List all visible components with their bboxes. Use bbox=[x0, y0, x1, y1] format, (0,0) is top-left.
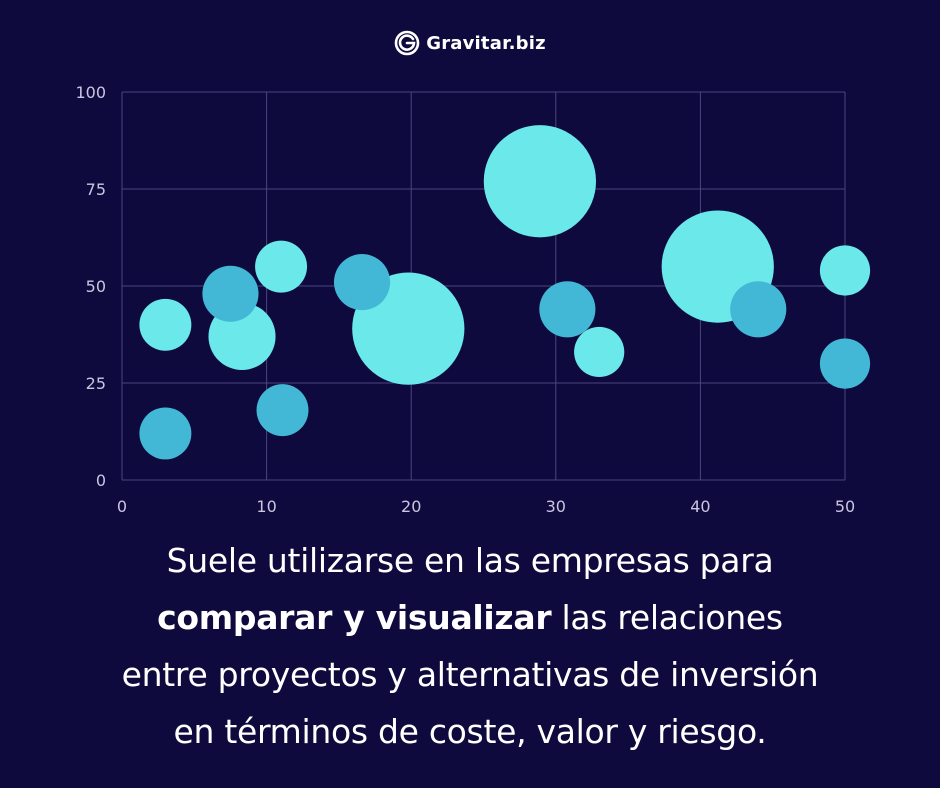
bubble-3 bbox=[202, 265, 259, 322]
chart-axes: 0 10 20 30 40 50 0 25 50 75 100 bbox=[75, 83, 855, 516]
bubble-chart: 0 10 20 30 40 50 0 25 50 75 100 bbox=[75, 83, 871, 516]
bubble-4 bbox=[255, 240, 308, 293]
x-tick-label: 0 bbox=[117, 497, 127, 516]
x-tick-label: 50 bbox=[835, 497, 855, 516]
bubble-9 bbox=[539, 281, 596, 338]
x-tick-label: 40 bbox=[690, 497, 710, 516]
bubble-8 bbox=[483, 125, 597, 238]
caption-line-2: comparar y visualizar las relaciones bbox=[40, 589, 900, 646]
bubble-14 bbox=[819, 338, 871, 389]
bubble-5 bbox=[256, 384, 309, 437]
gravitar-g-logo-icon bbox=[394, 30, 420, 56]
caption-line-2-rest: las relaciones bbox=[551, 598, 783, 637]
bubble-12 bbox=[730, 281, 787, 338]
caption-line-3: entre proyectos y alternativas de invers… bbox=[121, 655, 819, 694]
caption-emphasis: comparar y visualizar bbox=[157, 598, 552, 637]
chart-bubbles bbox=[139, 125, 871, 460]
bubble-1 bbox=[139, 407, 192, 460]
bubble-13 bbox=[819, 245, 871, 296]
bubble-6 bbox=[333, 254, 391, 311]
x-tick-label: 30 bbox=[546, 497, 566, 516]
x-tick-label: 10 bbox=[256, 497, 276, 516]
bubble-10 bbox=[574, 326, 625, 378]
bubble-0 bbox=[139, 298, 192, 351]
x-tick-label: 20 bbox=[401, 497, 421, 516]
brand-header: Gravitar.biz bbox=[0, 30, 940, 56]
y-tick-label: 0 bbox=[96, 471, 106, 490]
caption-text: Suele utilizarse en las empresas para co… bbox=[40, 532, 900, 760]
y-tick-label: 100 bbox=[75, 83, 106, 102]
caption-line-1: Suele utilizarse en las empresas para bbox=[166, 541, 774, 580]
y-tick-label: 75 bbox=[86, 180, 106, 199]
y-tick-label: 25 bbox=[86, 374, 106, 393]
y-tick-label: 50 bbox=[86, 277, 106, 296]
brand-name: Gravitar.biz bbox=[426, 32, 546, 54]
caption-line-4: en términos de coste, valor y riesgo. bbox=[173, 712, 767, 751]
